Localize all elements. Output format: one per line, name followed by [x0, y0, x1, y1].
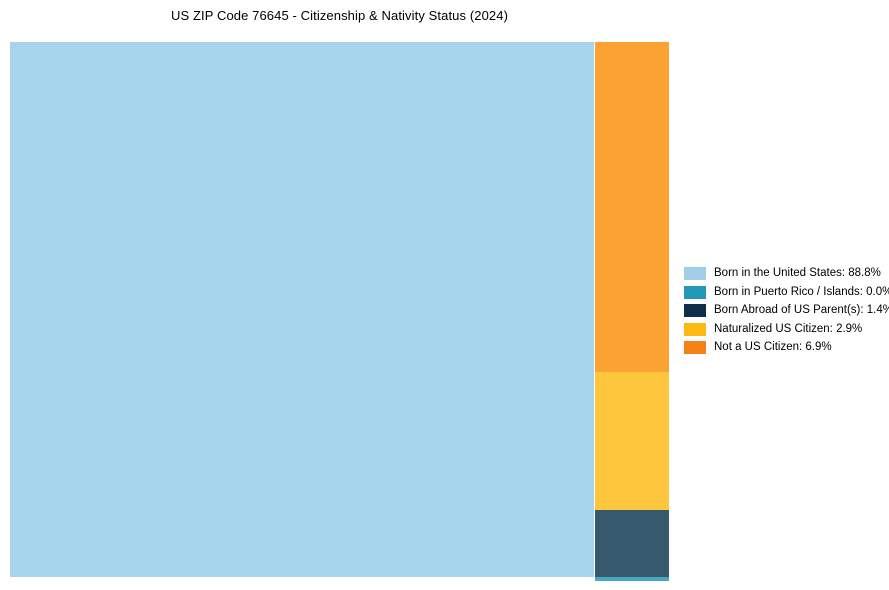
legend-item-puerto-rico: Born in Puerto Rico / Islands: 0.0%: [684, 285, 889, 299]
legend-label: Born in the United States: 88.8%: [714, 267, 881, 279]
legend-label: Not a US Citizen: 6.9%: [714, 341, 832, 353]
treemap-block-not-us-citizen: [595, 42, 669, 372]
chart-title: US ZIP Code 76645 - Citizenship & Nativi…: [170, 8, 509, 23]
treemap-block-puerto-rico: [595, 577, 669, 581]
treemap-right-column: [595, 42, 669, 581]
legend-swatch: [684, 322, 706, 336]
legend-swatch: [684, 304, 706, 317]
legend-swatch: [684, 267, 706, 280]
legend-item-not-citizen: Not a US Citizen: 6.9%: [684, 341, 889, 354]
legend-item-born-in-us: Born in the United States: 88.8%: [684, 267, 889, 280]
legend-item-born-abroad: Born Abroad of US Parent(s): 1.4%: [684, 304, 889, 317]
treemap: [10, 42, 669, 581]
legend-label: Born Abroad of US Parent(s): 1.4%: [714, 304, 889, 316]
treemap-block-born-abroad: [595, 510, 669, 577]
legend-swatch: [684, 341, 706, 354]
legend-item-naturalized: Naturalized US Citizen: 2.9%: [684, 322, 889, 336]
legend: Born in the United States: 88.8% Born in…: [684, 267, 889, 360]
legend-swatch: [684, 285, 706, 299]
treemap-block-born-in-us: [10, 42, 595, 577]
legend-label: Born in Puerto Rico / Islands: 0.0%: [714, 285, 889, 298]
treemap-block-naturalized-citizen: [595, 371, 669, 511]
legend-label: Naturalized US Citizen: 2.9%: [714, 322, 863, 335]
